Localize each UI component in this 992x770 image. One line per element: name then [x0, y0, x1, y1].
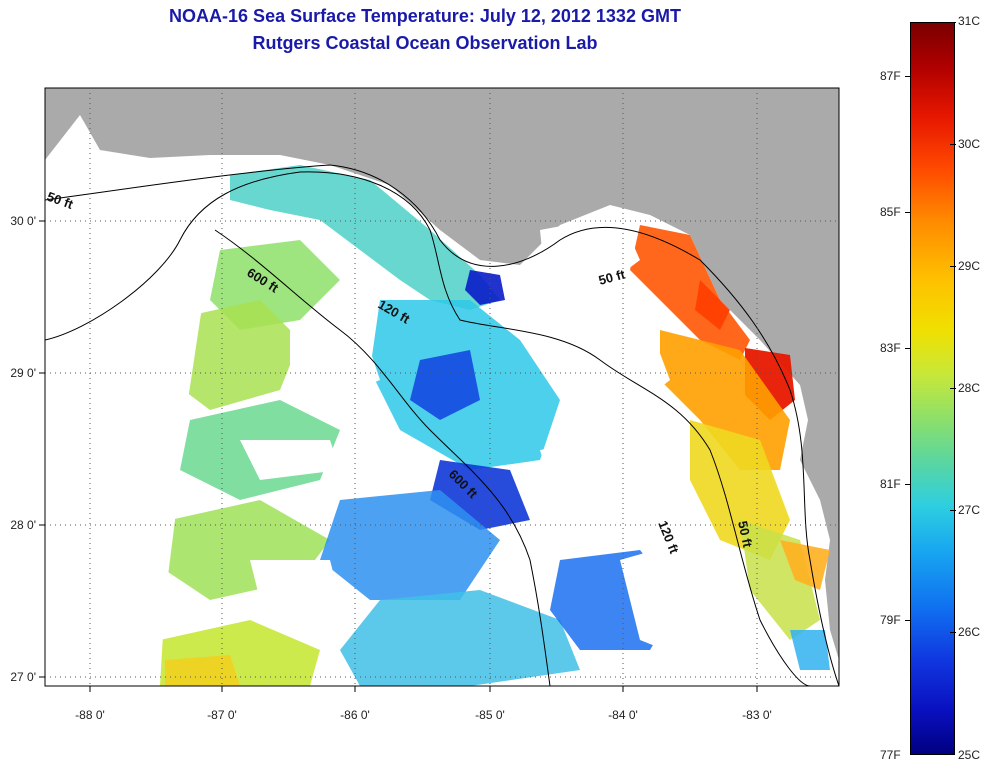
celsius-label: 29C: [958, 259, 981, 273]
cloud-gaps: [240, 215, 720, 660]
lat-label: 27 0': [10, 670, 36, 684]
colorbar-tick: [950, 632, 956, 633]
colorbar-tick: [950, 266, 956, 267]
celsius-label: 26C: [958, 625, 981, 639]
lat-label: 30 0': [10, 214, 36, 228]
colorbar: [910, 22, 955, 755]
fahrenheit-label: 85F: [880, 205, 901, 219]
isobath-label: 50 ft: [597, 266, 627, 288]
lon-label: -86 0': [340, 708, 370, 722]
chart-title: NOAA-16 Sea Surface Temperature: July 12…: [169, 6, 681, 26]
celsius-label: 28C: [958, 381, 981, 395]
colorbar-tick: [905, 76, 911, 77]
lon-label: -88 0': [75, 708, 105, 722]
colorbar-tick: [905, 484, 911, 485]
colorbar-tick: [950, 510, 956, 511]
lon-label: -83 0': [742, 708, 772, 722]
celsius-label: 31C: [958, 14, 981, 28]
fahrenheit-label: 83F: [880, 341, 901, 355]
colorbar-tick: [950, 144, 956, 145]
fahrenheit-label: 77F: [880, 748, 901, 762]
lat-label: 29 0': [10, 366, 36, 380]
colorbar-tick: [905, 620, 911, 621]
celsius-label: 30C: [958, 137, 981, 151]
lon-label: -87 0': [207, 708, 237, 722]
celsius-label: 27C: [958, 503, 981, 517]
chart-subtitle: Rutgers Coastal Ocean Observation Lab: [252, 33, 598, 53]
colorbar-tick: [905, 212, 911, 213]
map-frame: [44, 87, 840, 687]
tick-marks: [39, 220, 758, 692]
lat-label: 28 0': [10, 518, 36, 532]
fahrenheit-label: 81F: [880, 477, 901, 491]
lon-label: -85 0': [475, 708, 505, 722]
colorbar-tick: [905, 348, 911, 349]
celsius-label: 25C: [958, 748, 981, 762]
isobath-label: 50 ft: [735, 520, 755, 550]
fahrenheit-label: 87F: [880, 69, 901, 83]
colorbar-tick: [950, 388, 956, 389]
fahrenheit-label: 79F: [880, 613, 901, 627]
colorbar-tick: [950, 22, 956, 23]
no-data-region: [45, 160, 215, 686]
lon-label: -84 0': [608, 708, 638, 722]
